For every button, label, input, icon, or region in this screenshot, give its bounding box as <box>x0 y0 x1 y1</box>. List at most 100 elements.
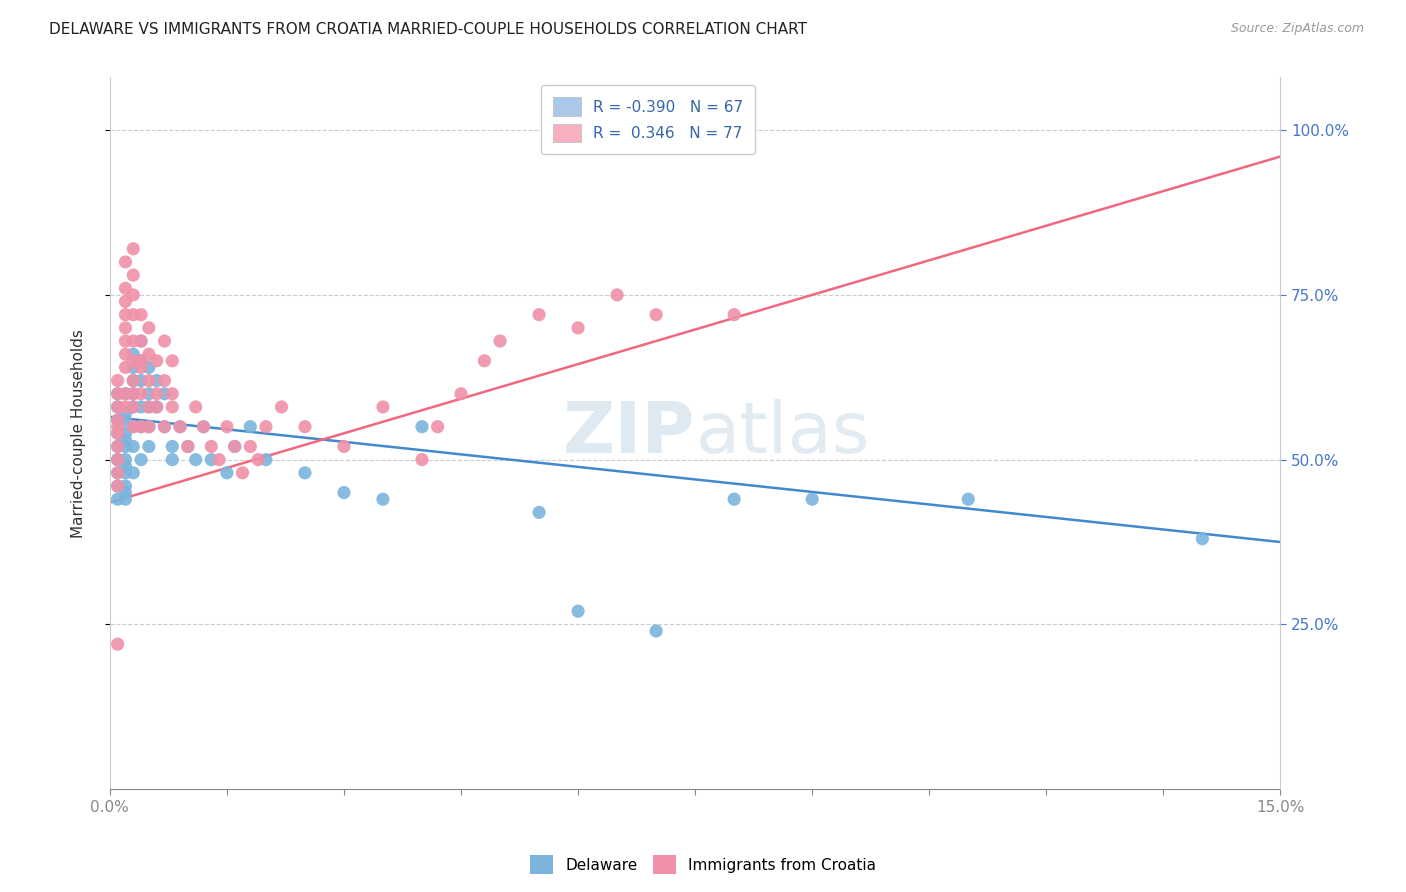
Point <box>138 400 160 414</box>
Point <box>129 374 152 388</box>
Point <box>114 255 136 269</box>
Point <box>162 386 184 401</box>
Point <box>138 360 160 375</box>
Point <box>114 485 136 500</box>
Point <box>193 419 215 434</box>
Point <box>371 492 394 507</box>
Point <box>129 419 152 434</box>
Point <box>122 268 145 282</box>
Legend: Delaware, Immigrants from Croatia: Delaware, Immigrants from Croatia <box>524 849 882 880</box>
Point <box>122 374 145 388</box>
Point <box>224 440 246 454</box>
Legend: R = -0.390   N = 67, R =  0.346   N = 77: R = -0.390 N = 67, R = 0.346 N = 77 <box>541 85 755 154</box>
Point <box>129 353 152 368</box>
Point <box>162 440 184 454</box>
Point <box>153 374 176 388</box>
Point <box>107 466 129 480</box>
Point <box>145 400 167 414</box>
Point <box>114 347 136 361</box>
Point <box>122 466 145 480</box>
Point <box>193 419 215 434</box>
Point <box>145 353 167 368</box>
Point <box>122 360 145 375</box>
Point <box>129 400 152 414</box>
Point <box>107 413 129 427</box>
Point <box>450 386 472 401</box>
Point <box>114 466 136 480</box>
Point <box>333 485 356 500</box>
Point <box>138 419 160 434</box>
Point <box>122 288 145 302</box>
Point <box>129 360 152 375</box>
Point <box>215 466 238 480</box>
Point <box>153 419 176 434</box>
Point <box>107 386 129 401</box>
Point <box>122 400 145 414</box>
Point <box>114 479 136 493</box>
Point <box>114 334 136 348</box>
Point <box>254 452 277 467</box>
Point <box>129 452 152 467</box>
Point <box>138 386 160 401</box>
Point <box>107 440 129 454</box>
Point <box>107 419 129 434</box>
Point <box>107 426 129 441</box>
Point <box>371 400 394 414</box>
Point <box>200 440 222 454</box>
Point <box>107 413 129 427</box>
Point <box>138 440 160 454</box>
Point <box>122 334 145 348</box>
Point <box>107 400 129 414</box>
Point <box>107 452 129 467</box>
Point <box>294 419 316 434</box>
Point <box>122 386 145 401</box>
Y-axis label: Married-couple Households: Married-couple Households <box>72 329 86 538</box>
Point <box>122 419 145 434</box>
Point <box>138 419 160 434</box>
Point <box>129 334 152 348</box>
Point <box>107 440 129 454</box>
Point <box>247 452 270 467</box>
Text: Source: ZipAtlas.com: Source: ZipAtlas.com <box>1230 22 1364 36</box>
Point <box>114 413 136 427</box>
Point <box>215 419 238 434</box>
Point <box>169 419 191 434</box>
Point <box>107 479 129 493</box>
Point <box>145 400 167 414</box>
Point <box>107 466 129 480</box>
Point <box>200 452 222 467</box>
Point <box>645 624 668 638</box>
Point <box>114 360 136 375</box>
Point <box>169 419 191 434</box>
Point <box>145 386 167 401</box>
Point <box>122 242 145 256</box>
Point <box>184 452 207 467</box>
Point <box>177 440 200 454</box>
Point <box>153 334 176 348</box>
Point <box>184 400 207 414</box>
Point <box>107 386 129 401</box>
Point <box>527 308 550 322</box>
Point <box>114 452 136 467</box>
Text: DELAWARE VS IMMIGRANTS FROM CROATIA MARRIED-COUPLE HOUSEHOLDS CORRELATION CHART: DELAWARE VS IMMIGRANTS FROM CROATIA MARR… <box>49 22 807 37</box>
Point <box>114 386 136 401</box>
Point <box>114 440 136 454</box>
Point <box>114 459 136 474</box>
Point <box>208 452 231 467</box>
Point <box>129 334 152 348</box>
Point <box>129 419 152 434</box>
Point <box>107 374 129 388</box>
Point <box>138 321 160 335</box>
Point <box>122 400 145 414</box>
Point <box>606 288 628 302</box>
Point <box>723 492 745 507</box>
Point <box>114 281 136 295</box>
Point <box>129 353 152 368</box>
Point <box>114 294 136 309</box>
Text: ZIP: ZIP <box>562 399 695 467</box>
Point <box>114 308 136 322</box>
Point <box>1191 532 1213 546</box>
Point <box>527 505 550 519</box>
Point <box>224 440 246 454</box>
Point <box>145 374 167 388</box>
